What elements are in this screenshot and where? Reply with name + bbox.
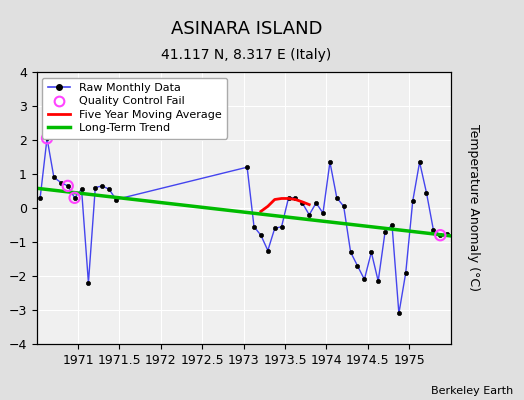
Y-axis label: Temperature Anomaly (°C): Temperature Anomaly (°C) — [467, 124, 481, 292]
Text: ASINARA ISLAND: ASINARA ISLAND — [170, 20, 322, 38]
Point — [43, 135, 51, 142]
Text: 41.117 N, 8.317 E (Italy): 41.117 N, 8.317 E (Italy) — [161, 48, 331, 62]
Point — [436, 232, 444, 238]
Legend: Raw Monthly Data, Quality Control Fail, Five Year Moving Average, Long-Term Tren: Raw Monthly Data, Quality Control Fail, … — [42, 78, 227, 139]
Point — [70, 195, 79, 201]
Text: Berkeley Earth: Berkeley Earth — [431, 386, 514, 396]
Point — [63, 183, 72, 189]
